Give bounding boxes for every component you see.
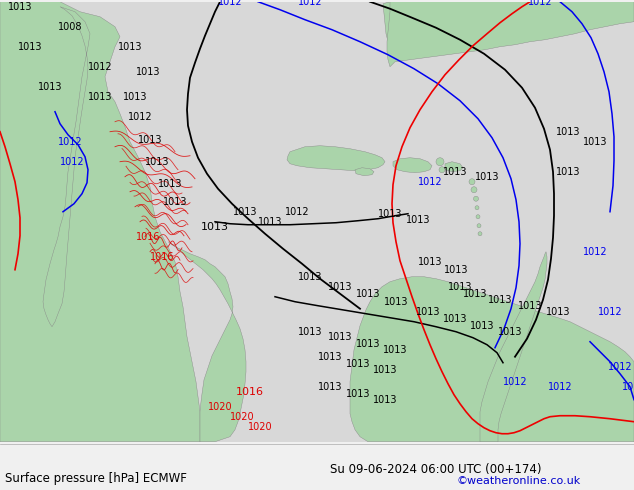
Text: 1013: 1013 — [346, 389, 370, 399]
Text: 1013: 1013 — [406, 215, 430, 225]
Text: 1013: 1013 — [518, 301, 542, 311]
Text: 1013: 1013 — [546, 307, 570, 317]
Text: 1013: 1013 — [448, 282, 472, 292]
Text: 1013: 1013 — [138, 135, 162, 145]
Circle shape — [471, 187, 477, 193]
Text: 1016: 1016 — [150, 252, 174, 262]
Text: 1013: 1013 — [233, 207, 257, 217]
Circle shape — [436, 158, 444, 166]
Text: 1013: 1013 — [443, 314, 467, 324]
Text: 1013: 1013 — [556, 167, 580, 177]
Text: 1013: 1013 — [318, 382, 342, 392]
Text: 1013: 1013 — [328, 282, 353, 292]
Text: 1012: 1012 — [598, 307, 623, 317]
Polygon shape — [383, 2, 398, 49]
Text: 1013: 1013 — [145, 157, 169, 167]
Polygon shape — [0, 2, 200, 441]
Text: 1013: 1013 — [488, 294, 512, 305]
Polygon shape — [287, 146, 385, 171]
Text: 1020: 1020 — [248, 422, 273, 432]
Text: 1013: 1013 — [475, 172, 499, 182]
Circle shape — [439, 167, 445, 173]
Text: 1013: 1013 — [298, 272, 322, 282]
Text: 1012: 1012 — [527, 0, 552, 7]
Text: 1012: 1012 — [622, 382, 634, 392]
Text: 1013: 1013 — [136, 67, 160, 77]
Text: 1013: 1013 — [470, 321, 495, 331]
Polygon shape — [393, 158, 432, 173]
Text: 1013: 1013 — [258, 217, 282, 227]
Text: 1013: 1013 — [123, 92, 147, 102]
Text: 1013: 1013 — [444, 265, 469, 275]
Polygon shape — [350, 277, 634, 441]
Text: 1013: 1013 — [158, 179, 182, 189]
Text: 1013: 1013 — [318, 352, 342, 362]
Text: 1013: 1013 — [373, 395, 398, 405]
Polygon shape — [43, 7, 90, 327]
Circle shape — [476, 215, 480, 219]
Text: 1012: 1012 — [418, 177, 443, 187]
Text: 1013: 1013 — [298, 327, 322, 337]
Circle shape — [474, 196, 479, 201]
Circle shape — [475, 206, 479, 210]
Circle shape — [477, 224, 481, 228]
Text: 1012: 1012 — [217, 0, 242, 7]
Polygon shape — [445, 162, 463, 172]
Text: 1013: 1013 — [356, 289, 380, 299]
Text: 1013: 1013 — [328, 332, 353, 342]
Text: 1013: 1013 — [18, 42, 42, 52]
Text: Su 09-06-2024 06:00 UTC (00+174): Su 09-06-2024 06:00 UTC (00+174) — [330, 463, 541, 476]
Text: 1016: 1016 — [236, 387, 264, 397]
Text: 1013: 1013 — [556, 127, 580, 137]
Text: 1013: 1013 — [378, 209, 402, 219]
Text: 1013: 1013 — [8, 2, 32, 12]
Text: 1012: 1012 — [583, 247, 607, 257]
Text: 1013: 1013 — [443, 167, 467, 177]
Text: 1013: 1013 — [583, 137, 607, 147]
Text: 1012: 1012 — [285, 207, 309, 217]
Polygon shape — [168, 242, 246, 441]
Text: 1013: 1013 — [163, 196, 187, 207]
Text: 1013: 1013 — [38, 82, 62, 92]
Text: 1020: 1020 — [208, 402, 232, 412]
Text: 1012: 1012 — [60, 157, 84, 167]
Text: 1012: 1012 — [503, 377, 527, 387]
Polygon shape — [355, 168, 374, 176]
Text: 1013: 1013 — [87, 92, 112, 102]
Text: 1013: 1013 — [346, 359, 370, 368]
Text: 1013: 1013 — [356, 339, 380, 349]
Text: 1020: 1020 — [230, 412, 254, 422]
Polygon shape — [480, 252, 547, 441]
Text: 1012: 1012 — [87, 62, 112, 72]
Text: 1016: 1016 — [136, 232, 160, 242]
Text: 1013: 1013 — [118, 42, 142, 52]
Text: Surface pressure [hPa] ECMWF: Surface pressure [hPa] ECMWF — [5, 472, 187, 485]
Circle shape — [478, 232, 482, 236]
Text: 1013: 1013 — [383, 345, 407, 355]
Text: 1013: 1013 — [463, 289, 488, 299]
Text: 1013: 1013 — [384, 297, 408, 307]
Text: ©weatheronline.co.uk: ©weatheronline.co.uk — [456, 476, 581, 486]
Text: 1012: 1012 — [127, 112, 152, 122]
Text: 1012: 1012 — [298, 0, 322, 7]
Polygon shape — [387, 2, 634, 67]
Text: 1012: 1012 — [58, 137, 82, 147]
Text: 1013: 1013 — [201, 221, 229, 232]
Text: 1013: 1013 — [418, 257, 443, 267]
Text: 1012: 1012 — [548, 382, 573, 392]
Text: 1008: 1008 — [58, 22, 82, 32]
Text: 1013: 1013 — [416, 307, 440, 317]
Text: 1012: 1012 — [607, 362, 632, 372]
Text: 1013: 1013 — [498, 327, 522, 337]
Circle shape — [469, 179, 475, 185]
Text: 1013: 1013 — [373, 365, 398, 375]
